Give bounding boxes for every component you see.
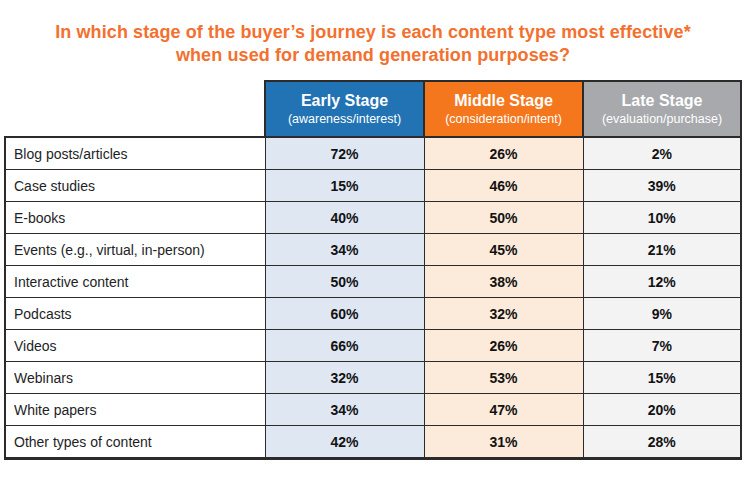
row-label: Blog posts/articles	[5, 137, 265, 170]
table-row: Webinars 32% 53% 15%	[5, 362, 741, 394]
value-cell-early: 15%	[265, 170, 424, 202]
table-row: Events (e.g., virtual, in-person) 34% 45…	[5, 234, 741, 266]
value-cell-early: 34%	[265, 394, 424, 426]
row-label: Other types of content	[5, 426, 265, 459]
column-header-label: Early Stage	[266, 92, 423, 110]
column-header-sublabel: (awareness/interest)	[266, 112, 423, 126]
row-label: Case studies	[5, 170, 265, 202]
table-row: White papers 34% 47% 20%	[5, 394, 741, 426]
table-row: Podcasts 60% 32% 9%	[5, 298, 741, 330]
table-row: Interactive content 50% 38% 12%	[5, 266, 741, 298]
value-cell-middle: 47%	[424, 394, 583, 426]
value-cell-early: 42%	[265, 426, 424, 459]
row-label: Events (e.g., virtual, in-person)	[5, 234, 265, 266]
report-figure: In which stage of the buyer’s journey is…	[0, 21, 746, 497]
value-cell-middle: 31%	[424, 426, 583, 459]
value-cell-middle: 50%	[424, 202, 583, 234]
value-cell-middle: 45%	[424, 234, 583, 266]
row-label: Podcasts	[5, 298, 265, 330]
table-header: Early Stage (awareness/interest) Middle …	[5, 81, 741, 137]
table-row: Case studies 15% 46% 39%	[5, 170, 741, 202]
table-row: Other types of content 42% 31% 28%	[5, 426, 741, 459]
figure-title: In which stage of the buyer’s journey is…	[46, 21, 701, 67]
value-cell-middle: 26%	[424, 137, 583, 170]
value-cell-early: 34%	[265, 234, 424, 266]
column-header-label: Late Stage	[584, 92, 740, 110]
value-cell-middle: 46%	[424, 170, 583, 202]
value-cell-late: 20%	[583, 394, 741, 426]
table-body: Blog posts/articles 72% 26% 2% Case stud…	[5, 137, 741, 459]
value-cell-middle: 32%	[424, 298, 583, 330]
buyer-journey-table: Early Stage (awareness/interest) Middle …	[4, 80, 742, 460]
row-label: Interactive content	[5, 266, 265, 298]
value-cell-late: 12%	[583, 266, 741, 298]
column-header-early-stage: Early Stage (awareness/interest)	[265, 81, 424, 137]
value-cell-late: 21%	[583, 234, 741, 266]
value-cell-middle: 53%	[424, 362, 583, 394]
value-cell-late: 2%	[583, 137, 741, 170]
value-cell-early: 32%	[265, 362, 424, 394]
value-cell-late: 10%	[583, 202, 741, 234]
header-row: Early Stage (awareness/interest) Middle …	[5, 81, 741, 137]
value-cell-early: 72%	[265, 137, 424, 170]
value-cell-late: 39%	[583, 170, 741, 202]
table-row: Blog posts/articles 72% 26% 2%	[5, 137, 741, 170]
value-cell-middle: 26%	[424, 330, 583, 362]
column-header-sublabel: (consideration/intent)	[425, 112, 582, 126]
row-label: White papers	[5, 394, 265, 426]
value-cell-early: 40%	[265, 202, 424, 234]
value-cell-late: 15%	[583, 362, 741, 394]
column-header-late-stage: Late Stage (evaluation/purchase)	[583, 81, 741, 137]
row-label: Videos	[5, 330, 265, 362]
value-cell-early: 66%	[265, 330, 424, 362]
column-header-label: Middle Stage	[425, 92, 582, 110]
column-header-middle-stage: Middle Stage (consideration/intent)	[424, 81, 583, 137]
table-row: Videos 66% 26% 7%	[5, 330, 741, 362]
value-cell-late: 28%	[583, 426, 741, 459]
value-cell-middle: 38%	[424, 266, 583, 298]
row-label: E-books	[5, 202, 265, 234]
table-row: E-books 40% 50% 10%	[5, 202, 741, 234]
row-label: Webinars	[5, 362, 265, 394]
value-cell-late: 7%	[583, 330, 741, 362]
column-header-sublabel: (evaluation/purchase)	[584, 112, 740, 126]
value-cell-late: 9%	[583, 298, 741, 330]
value-cell-early: 60%	[265, 298, 424, 330]
value-cell-early: 50%	[265, 266, 424, 298]
stub-header-cell	[5, 81, 265, 137]
